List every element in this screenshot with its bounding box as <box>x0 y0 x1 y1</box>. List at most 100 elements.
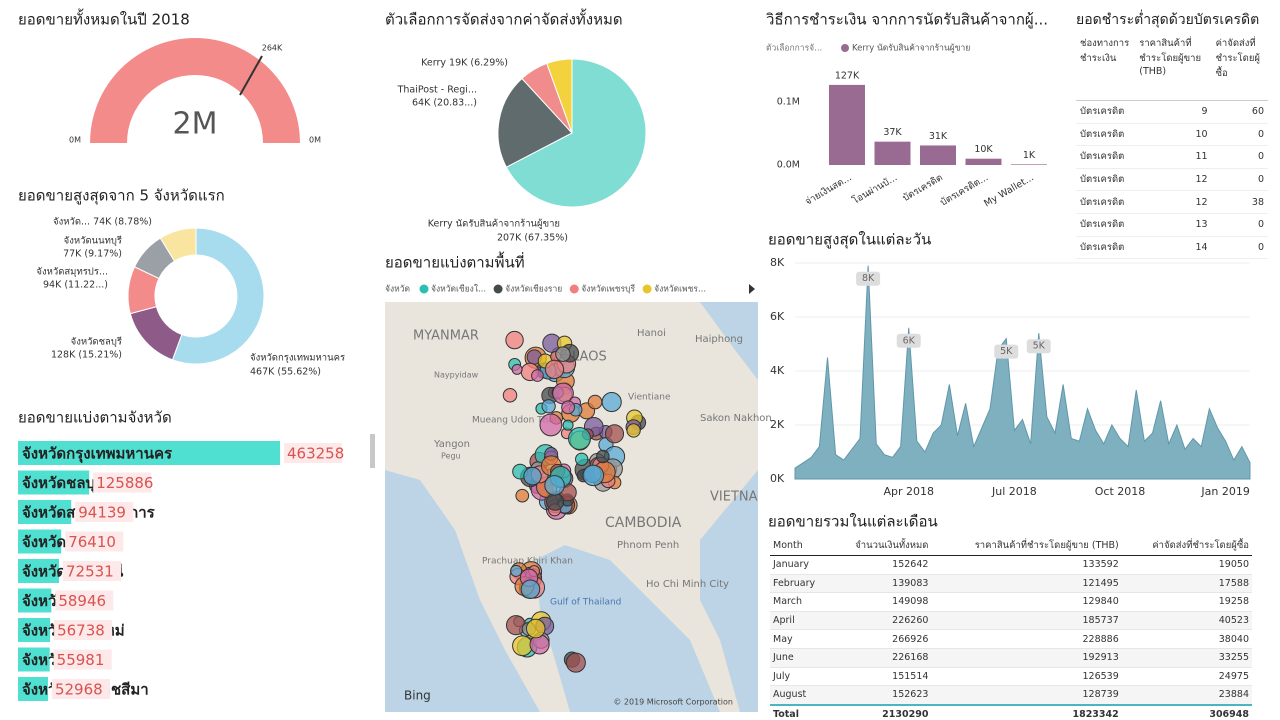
value-label: 31K <box>929 131 948 142</box>
value-label: 56738 <box>57 622 105 640</box>
bar <box>874 141 911 165</box>
water <box>700 302 758 380</box>
value-label: 37K <box>883 127 902 138</box>
slice-label: 128K (15.21%) <box>51 350 122 361</box>
value-bg <box>55 590 114 611</box>
label-bg <box>994 344 1019 359</box>
gauge-max: 0M <box>309 136 321 145</box>
table-cell: 13 <box>1135 213 1212 237</box>
map-bubble <box>505 330 524 350</box>
table-cell: 139083 <box>831 574 932 594</box>
map-bubble <box>596 449 610 464</box>
table-row: February 139083 121495 17588 <box>770 574 1252 594</box>
value-bg <box>51 679 110 699</box>
table-cell: บัตรเครดิต <box>1076 168 1136 192</box>
header-row: ช่องทางการชำระเงิน ราคาสินค้าที่ชำระโดยผู… <box>1076 34 1268 101</box>
card-table: ช่องทางการชำระเงิน ราคาสินค้าที่ชำระโดยผู… <box>1076 34 1268 260</box>
value-label: 6K <box>903 335 916 346</box>
slice-label: Kerry 19K (6.29%) <box>421 58 508 69</box>
table-cell: January <box>770 555 831 575</box>
table-row: บัตรเครดิต 9 60 <box>1076 100 1268 124</box>
y-tick-label: 0.1M <box>777 96 800 107</box>
map-label: Haiphong <box>695 334 743 345</box>
map-bubble <box>565 652 586 673</box>
table-cell: 0 <box>1211 236 1268 260</box>
bar <box>18 441 280 465</box>
header-row: Month จำนวนเงินทั้งหมด ราคาสินค้าที่ชำระโด… <box>770 536 1252 556</box>
slice-label: จังหวัดสมุทรปร... <box>36 267 108 278</box>
slice-label: 467K (55.62%) <box>250 367 321 378</box>
pie-slice <box>546 58 573 134</box>
slice-label: 94K (11.22...) <box>43 280 108 291</box>
bar-label: จังหวัดชลบุรี <box>22 474 104 493</box>
bar <box>18 677 48 701</box>
table-cell: 192913 <box>931 648 1122 668</box>
panel-title: ยอดขายรวมในแต่ละเดือน <box>768 513 938 531</box>
table-row: บัตรเครดิต 12 38 <box>1076 190 1268 214</box>
map-label: Phnom Penh <box>617 540 679 551</box>
table-cell: 129840 <box>931 592 1122 612</box>
map-bubble <box>510 564 523 577</box>
table-cell: 9 <box>1135 100 1212 124</box>
map-bubble <box>568 426 591 450</box>
table-cell: 11 <box>1135 145 1212 169</box>
legend-item: จังหวัดเชียงใ... <box>431 284 486 295</box>
gauge-target <box>239 55 263 96</box>
map-bubble <box>520 579 541 600</box>
slice-label: จังหวัดนนทบุรี <box>64 235 122 247</box>
y-tick-label: 4K <box>770 364 785 377</box>
map-label: CAMBODIA <box>605 515 682 531</box>
gauge-arc <box>90 38 300 143</box>
table-cell: 23884 <box>1121 685 1252 706</box>
value-label: 55981 <box>57 651 105 669</box>
x-tick-label: บัตรเครดิต... <box>938 172 990 208</box>
table-cell: August <box>770 685 831 706</box>
slice-label: 207K (67.35%) <box>497 233 568 244</box>
value-label: 58946 <box>58 592 106 610</box>
value-label: 463258 <box>287 445 344 463</box>
table-body: January 152642 133592 19050 February 139083 12… <box>770 555 1252 706</box>
table-cell: บัตรเครดิต <box>1076 213 1136 237</box>
bar <box>829 84 865 165</box>
table-cell: 185737 <box>931 611 1122 631</box>
map-label: Yangon <box>433 439 470 450</box>
table-cell: 128739 <box>931 685 1122 706</box>
slice-label: จังหวัดชลบุรี <box>71 336 122 348</box>
gauge-min: 0M <box>69 136 81 145</box>
scrollbar <box>370 434 375 468</box>
map-bubble <box>555 346 571 362</box>
y-tick-label: 2K <box>770 418 785 431</box>
bar <box>18 500 72 524</box>
table-cell: 133592 <box>931 555 1122 575</box>
value-label: 10K <box>974 144 993 155</box>
legend-item: จังหวัดเพชรบุรี <box>581 284 635 295</box>
value-label: 94139 <box>78 504 126 522</box>
table-cell: 126539 <box>931 667 1122 687</box>
bar <box>18 470 90 495</box>
table-cell: 12 <box>1135 168 1212 192</box>
pie-slice <box>159 227 197 262</box>
table-row: January 152642 133592 19050 <box>770 555 1252 575</box>
value-label: 72531 <box>66 563 114 581</box>
value-label: 52968 <box>55 681 103 699</box>
table-cell: 226260 <box>831 611 932 631</box>
table-cell: 60 <box>1211 100 1268 124</box>
map-bubble <box>525 618 546 639</box>
y-tick-label: 0.0M <box>777 160 800 171</box>
pie-slice <box>505 58 647 208</box>
x-tick-label: My Wallet... <box>982 172 1035 209</box>
bar <box>1011 164 1047 165</box>
table-cell: บัตรเครดิต <box>1076 123 1136 147</box>
legend-dot <box>419 284 429 294</box>
table-cell: 226168 <box>831 648 932 668</box>
slice-label: จังหวัด... 74K (8.78%) <box>53 217 152 228</box>
table-cell: July <box>770 667 831 687</box>
legend-dot <box>841 44 849 52</box>
y-tick-label: 0K <box>770 472 785 485</box>
gauge-target-label: 264K <box>262 44 283 53</box>
table-head: Month จำนวนเงินทั้งหมด ราคาสินค้าที่ชำระโด… <box>770 536 1252 556</box>
value-label: 125886 <box>96 474 153 492</box>
x-tick-label: Jan 2019 <box>1200 485 1249 498</box>
water <box>700 470 758 712</box>
bar-label: จังหวัดกรุงเทพมหานคร <box>22 445 173 464</box>
